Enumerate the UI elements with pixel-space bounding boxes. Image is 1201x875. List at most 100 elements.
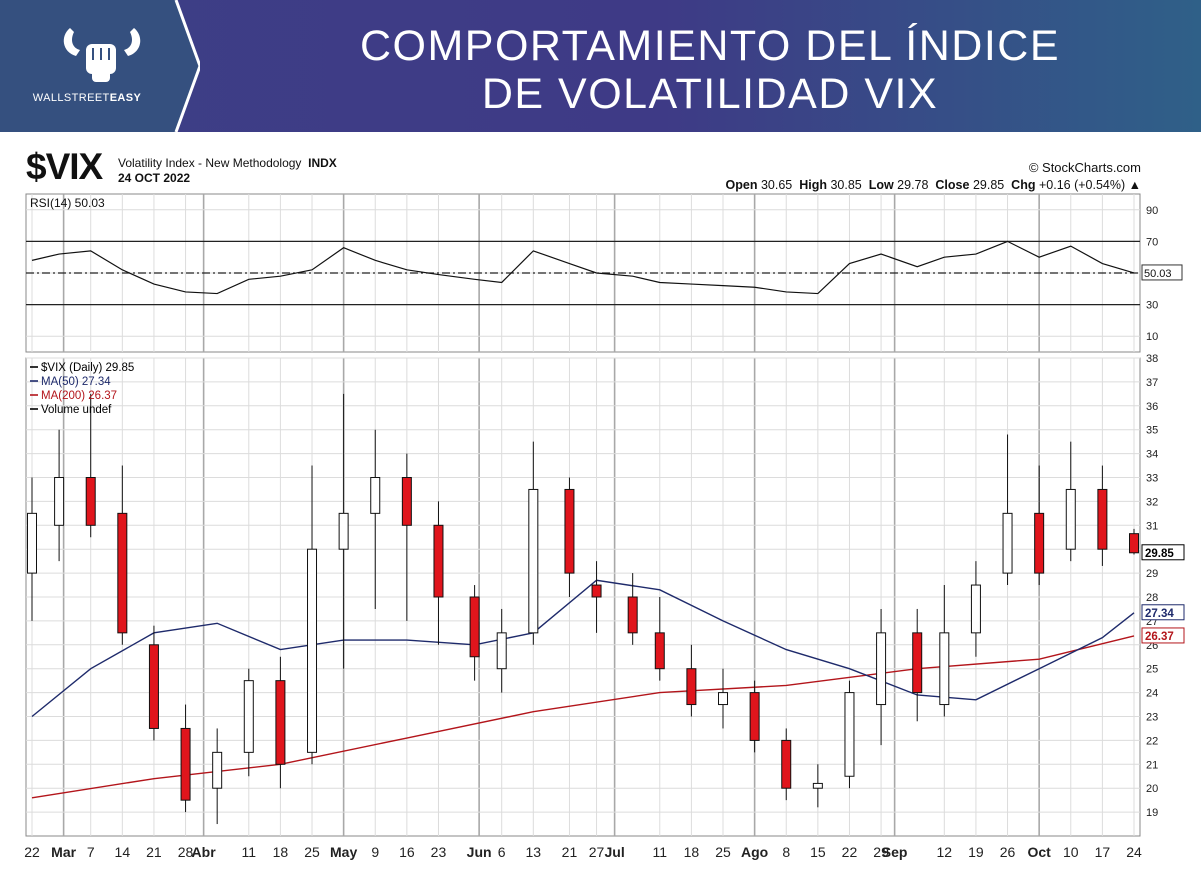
x-tick-label: 23	[431, 844, 447, 860]
candle-body	[54, 477, 65, 526]
rsi-last-label: 50.03	[1144, 268, 1172, 280]
candle-body	[564, 488, 575, 574]
candle	[876, 608, 887, 746]
legend-entry: $VIX (Daily) 29.85	[41, 362, 134, 374]
candle-body	[749, 692, 760, 741]
candle	[1065, 441, 1076, 562]
banner-title: COMPORTAMIENTO DEL ÍNDICE DE VOLATILIDAD…	[230, 22, 1190, 118]
candle-body	[876, 632, 887, 706]
x-tick-label: 16	[399, 844, 415, 860]
price-last-label: 27.34	[1145, 608, 1174, 620]
ticker-symbol: $VIX	[26, 146, 103, 187]
candle-body	[275, 680, 286, 765]
candle-body	[307, 548, 318, 753]
x-tick-label: 15	[810, 844, 826, 860]
legend-entry: MA(50) 27.34	[41, 376, 111, 388]
candle-body	[1129, 533, 1139, 554]
logo-panel: WALLSTREETEASY	[0, 0, 200, 132]
price-ytick-label: 35	[1146, 425, 1158, 437]
x-tick-label: Sep	[882, 844, 908, 860]
open-label: Open	[725, 178, 758, 192]
price-ytick-label: 21	[1146, 759, 1158, 771]
close-label: Close	[935, 178, 970, 192]
logo-text-b: EASY	[109, 92, 142, 104]
candle	[718, 668, 729, 729]
x-tick-label: 21	[146, 844, 162, 860]
x-tick-label: Jul	[604, 844, 624, 860]
candle-body	[27, 512, 37, 574]
candle-body	[781, 739, 792, 789]
candle	[591, 561, 602, 633]
x-tick-label: 7	[87, 844, 95, 860]
x-tick-label: 27	[589, 844, 605, 860]
price-ytick-label: 28	[1146, 592, 1158, 604]
price-last-label: 29.85	[1145, 548, 1174, 560]
legend-entry: MA(200) 26.37	[41, 390, 117, 402]
candle-body	[212, 751, 223, 789]
candle	[781, 728, 792, 801]
price-ytick-label: 29	[1146, 568, 1158, 580]
candle	[970, 561, 981, 657]
banner-title-line1: COMPORTAMIENTO DEL ÍNDICE	[359, 22, 1061, 70]
candle-body	[180, 727, 191, 801]
candle-body	[433, 524, 444, 598]
x-tick-label: 13	[526, 844, 542, 860]
price-last-box	[1141, 627, 1185, 644]
x-tick-label: 9	[371, 844, 379, 860]
candle-body	[939, 632, 950, 706]
chg-value: +0.16 (+0.54%)	[1038, 178, 1126, 192]
rsi-ytick-label: 90	[1146, 205, 1158, 217]
x-tick-label: 25	[715, 844, 731, 860]
source-credit: © StockCharts.com	[1028, 160, 1141, 175]
candle-body	[117, 512, 128, 634]
candle-body	[528, 488, 539, 634]
candle-body	[686, 668, 697, 706]
x-tick-label: Oct	[1027, 844, 1051, 860]
x-tick-label: 17	[1095, 844, 1111, 860]
low-label: Low	[868, 178, 894, 192]
rsi-last-box	[1141, 264, 1183, 281]
candle	[117, 465, 128, 645]
logo-text: WALLSTREETEASY	[0, 92, 174, 104]
price-ytick-label: 23	[1146, 712, 1158, 724]
price-ytick-label: 36	[1146, 401, 1158, 413]
x-tick-label: 11	[242, 844, 257, 860]
candle	[528, 441, 539, 645]
candle	[307, 465, 318, 765]
rsi-ytick-label: 10	[1146, 331, 1158, 343]
candle	[85, 393, 96, 538]
x-tick-label: 21	[562, 844, 578, 860]
x-tick-label: Jun	[467, 844, 492, 860]
candle-body	[85, 477, 96, 526]
low-value: 29.78	[897, 178, 929, 192]
candle	[1002, 434, 1013, 586]
candle	[401, 453, 412, 621]
candle-body	[812, 782, 823, 789]
legend-entry: Volume undef	[41, 404, 112, 416]
candle	[627, 573, 638, 645]
rsi-line	[31, 240, 1135, 295]
price-ytick-label: 34	[1146, 449, 1158, 461]
candle	[496, 608, 507, 693]
price-last-box	[1141, 604, 1185, 621]
candle	[686, 644, 697, 717]
x-tick-label: 24	[1126, 844, 1142, 860]
candle-body	[1034, 512, 1045, 574]
candle-body	[1065, 488, 1076, 550]
candle	[212, 728, 223, 825]
high-label: High	[799, 178, 827, 192]
x-tick-label: Ago	[741, 844, 768, 860]
price-ytick-label: 22	[1146, 735, 1158, 747]
price-ytick-label: 31	[1146, 520, 1158, 532]
x-tick-label: 22	[842, 844, 858, 860]
candle-body	[338, 512, 349, 550]
candle	[275, 656, 286, 789]
open-value: 30.65	[760, 178, 793, 192]
candle	[1097, 465, 1108, 566]
candle	[1034, 465, 1045, 586]
candle-body	[970, 584, 981, 634]
chg-label: Chg	[1011, 178, 1036, 192]
candle	[180, 704, 191, 813]
